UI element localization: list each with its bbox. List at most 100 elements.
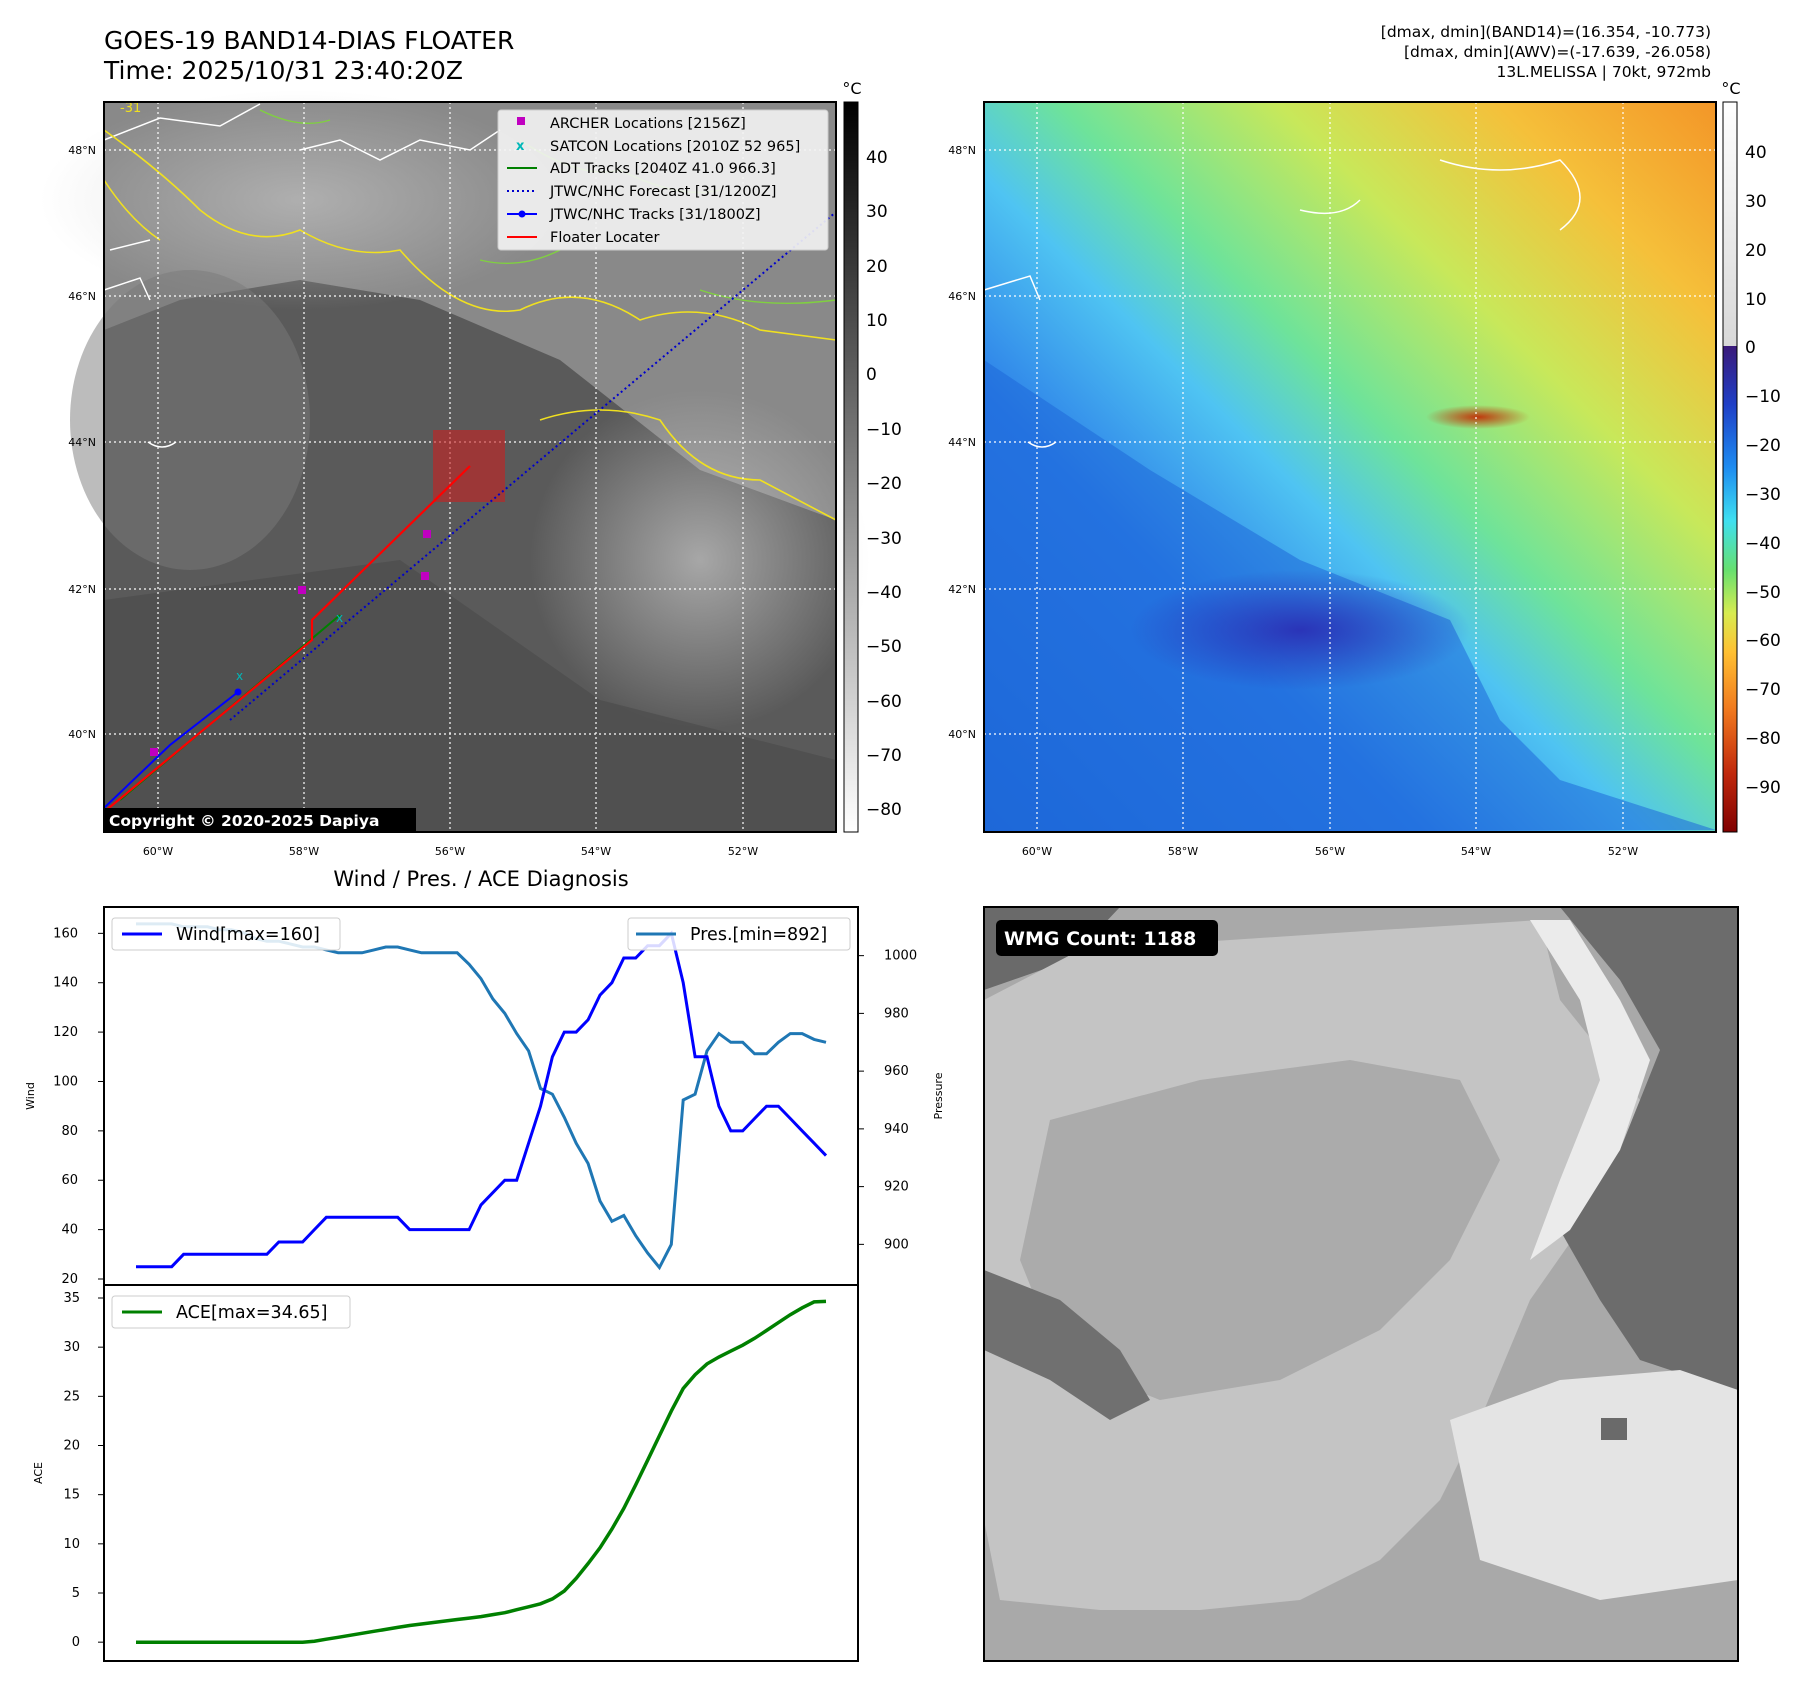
figure-title: GOES-19 BAND14-DIAS FLOATER Time: 2025/1… xyxy=(104,26,514,86)
ir-colorbar-unit: °C xyxy=(842,79,861,98)
lat-label: 42°N xyxy=(948,583,976,596)
awv-range: [dmax, dmin](AWV)=(-17.639, -26.058) xyxy=(1404,43,1711,61)
enhanced-colorbar-tick: −70 xyxy=(1745,680,1781,700)
ir-colorbar-tick: −10 xyxy=(866,420,902,440)
enhanced-colorbar-tick: −30 xyxy=(1745,485,1781,505)
observation-time: Time: 2025/10/31 23:40:20Z xyxy=(104,56,463,85)
wind-tick-label: 20 xyxy=(61,1272,78,1287)
archer-marker xyxy=(421,572,429,580)
ace-tick-label: 10 xyxy=(63,1537,80,1552)
lon-label: 54°W xyxy=(1461,845,1491,858)
wind-line xyxy=(136,930,828,1269)
ace-tick-label: 0 xyxy=(72,1635,80,1650)
copyright-badge xyxy=(104,808,416,832)
wind-tick-label: 40 xyxy=(61,1223,78,1238)
pressure-tick-label: 1000 xyxy=(884,949,917,964)
copyright-text: Copyright © 2020-2025 Dapiya xyxy=(109,812,379,830)
lat-label: 40°N xyxy=(948,728,976,741)
enhanced-colorbar-tick: −20 xyxy=(1745,436,1781,456)
enhanced-colorbar-tick: −80 xyxy=(1745,729,1781,749)
lon-label: 58°W xyxy=(289,845,319,858)
archer-marker xyxy=(423,530,431,538)
lat-label: 40°N xyxy=(68,728,96,741)
lon-label: 60°W xyxy=(143,845,173,858)
wind-y-ticks: 160 140 120 100 80 60 40 20 xyxy=(53,926,104,1287)
ace-tick-label: 25 xyxy=(63,1389,80,1404)
pressure-tick-label: 960 xyxy=(884,1064,909,1079)
wmg-badge-text: WMG Count: 1188 xyxy=(1004,928,1196,950)
ir-colorbar-tick: −70 xyxy=(866,746,902,766)
pressure-axis-label: Pressure xyxy=(932,1072,945,1119)
ir-map-frame xyxy=(103,101,837,833)
enhanced-colorbar-tick: 20 xyxy=(1745,241,1767,261)
wmg-dark-cell xyxy=(1601,1418,1627,1440)
ace-tick-label: 5 xyxy=(72,1586,80,1601)
enhanced-colorbar: °C 40 30 20 10 0 −10 −20 −30 −40 −50 −60… xyxy=(1721,79,1781,833)
enhanced-colorbar-tick: −50 xyxy=(1745,583,1781,603)
ace-chart: 35 30 25 20 15 10 5 0 ACE ACE[max=34.65] xyxy=(32,1284,859,1662)
ace-line xyxy=(136,1299,827,1644)
ir-cloud-west xyxy=(70,270,310,570)
enhanced-colorbar-tick: −10 xyxy=(1745,387,1781,407)
enhanced-colorbar-tick: 40 xyxy=(1745,143,1767,163)
wind-pres-frame xyxy=(103,906,859,1286)
wmg-panel: WMG Count: 1188 xyxy=(983,906,1739,1662)
wmg-dark-right xyxy=(1560,907,1738,1440)
enhanced-gridlines xyxy=(984,102,1716,832)
ir-dry-slot xyxy=(104,560,836,832)
jtwc-track-line xyxy=(103,691,239,809)
ir-colorbar-tick: −80 xyxy=(866,800,902,820)
lat-label: 46°N xyxy=(948,290,976,303)
ir-cloud-shield xyxy=(530,390,870,730)
ir-colorbar-tick: −20 xyxy=(866,474,902,494)
ace-tick-label: 30 xyxy=(63,1340,80,1355)
legend-satcon-marker: x xyxy=(516,139,525,154)
satcon-marker: x xyxy=(336,611,343,625)
enhanced-warm-spot xyxy=(1426,405,1530,429)
enhanced-colorbar-unit: °C xyxy=(1721,79,1740,98)
lon-label: 52°W xyxy=(728,845,758,858)
storm-name-intensity: 13L.MELISSA | 70kt, 972mb xyxy=(1496,63,1711,81)
ace-tick-label: 35 xyxy=(63,1291,80,1306)
ir-lon-labels: 60°W 58°W 56°W 54°W 52°W xyxy=(143,845,758,858)
wmg-frame xyxy=(983,906,1739,1662)
ir-satellite-map: -31 x x xyxy=(40,90,870,833)
map-legend: ARCHER Locations [2156Z] x SATCON Locati… xyxy=(497,109,829,251)
wind-tick-label: 120 xyxy=(53,1025,78,1040)
ir-colorbar-tick: 40 xyxy=(866,148,888,168)
lat-label: 44°N xyxy=(948,436,976,449)
pressure-legend-label: Pres.[min=892] xyxy=(690,925,827,945)
lon-label: 52°W xyxy=(1608,845,1638,858)
ir-colorbar-tick: 30 xyxy=(866,202,888,222)
legend-jtwc-dot xyxy=(518,210,526,218)
ace-tick-label: 15 xyxy=(63,1488,80,1503)
ace-legend: ACE[max=34.65] xyxy=(111,1295,351,1329)
pressure-tick-label: 920 xyxy=(884,1180,909,1195)
legend-box xyxy=(497,109,829,251)
jtwc-track-point xyxy=(234,688,242,696)
enhanced-colorbar-tick: −60 xyxy=(1745,631,1781,651)
wind-axis-label: Wind xyxy=(24,1082,37,1110)
ir-lat-labels: 48°N 46°N 44°N 42°N 40°N xyxy=(68,144,96,741)
floater-locater-line xyxy=(103,465,471,813)
wind-legend: Wind[max=160] xyxy=(111,917,341,951)
pressure-legend-box xyxy=(627,917,851,951)
band14-range: [dmax, dmin](BAND14)=(16.354, -10.773) xyxy=(1380,23,1711,41)
legend-archer-marker xyxy=(517,117,525,125)
pressure-tick-label: 900 xyxy=(884,1237,909,1252)
legend-satcon-label: SATCON Locations [2010Z 52 965] xyxy=(550,139,800,155)
ir-colorbar-bar xyxy=(843,101,859,833)
contour-label: -31 xyxy=(120,101,141,116)
ir-colorbar-tick: 10 xyxy=(866,311,888,331)
lat-label: 48°N xyxy=(68,144,96,157)
lat-label: 46°N xyxy=(68,290,96,303)
ace-tick-label: 20 xyxy=(63,1439,80,1454)
wmg-white-lower xyxy=(1450,1370,1738,1600)
legend-adt-label: ADT Tracks [2040Z 41.0 966.3] xyxy=(550,161,776,177)
lon-label: 60°W xyxy=(1022,845,1052,858)
enhanced-colorbar-bottom xyxy=(1723,346,1737,832)
wind-tick-label: 60 xyxy=(61,1173,78,1188)
forecast-track-line xyxy=(229,211,837,721)
pressure-legend: Pres.[min=892] xyxy=(627,917,851,951)
wmg-white-edge xyxy=(1530,920,1650,1260)
